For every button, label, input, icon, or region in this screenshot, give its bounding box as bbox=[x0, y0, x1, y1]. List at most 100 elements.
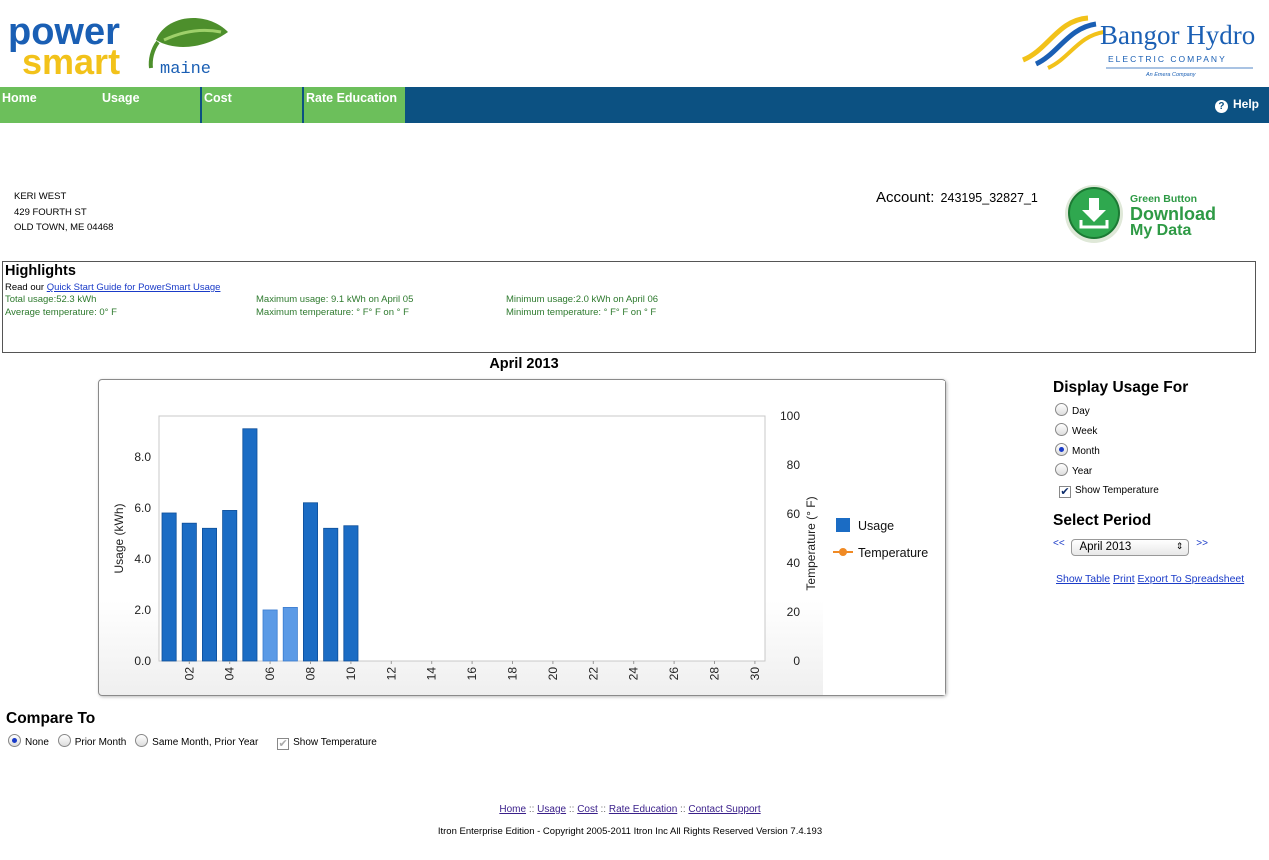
highlights-panel: Highlights Read our Quick Start Guide fo… bbox=[2, 261, 1256, 353]
prev-period-button[interactable]: << bbox=[1053, 538, 1065, 549]
radio-week-label: Week bbox=[1072, 426, 1098, 437]
radio-week-control[interactable] bbox=[1055, 423, 1068, 436]
footer-link-contact-support[interactable]: Contact Support bbox=[688, 804, 761, 815]
x-tick-label: 30 bbox=[748, 667, 762, 681]
show-temperature-checkbox[interactable]: ✔ bbox=[1059, 486, 1071, 498]
customer-address-line2: OLD TOWN, ME 04468 bbox=[14, 222, 114, 233]
nav-tab-cost[interactable]: Cost bbox=[202, 87, 302, 123]
radio-month[interactable]: Month bbox=[1055, 443, 1100, 457]
compare-show-temperature[interactable]: ✔ Show Temperature bbox=[277, 737, 377, 750]
help-link[interactable]: ? Help bbox=[1214, 97, 1259, 113]
compare-prior-month[interactable]: Prior Month bbox=[57, 734, 127, 748]
compare-show-temperature-label: Show Temperature bbox=[293, 737, 377, 748]
main-nav: Home Usage Cost Rate Education ? Help bbox=[0, 87, 1269, 123]
usage-bar bbox=[181, 522, 197, 662]
usage-bar bbox=[242, 428, 258, 662]
x-tick-label: 16 bbox=[465, 667, 479, 681]
compare-none-radio[interactable] bbox=[8, 734, 21, 747]
green-button-download[interactable]: Green Button Download My Data bbox=[1064, 182, 1224, 250]
account-info: Account: 243195_32827_1 bbox=[876, 189, 1038, 206]
print-link[interactable]: Print bbox=[1113, 573, 1135, 585]
compare-same-month-radio[interactable] bbox=[135, 734, 149, 747]
usage-bar bbox=[282, 607, 298, 662]
radio-day[interactable]: Day bbox=[1055, 403, 1090, 417]
x-tick-label: 04 bbox=[223, 667, 237, 681]
y2-tick-label: 40 bbox=[787, 556, 801, 570]
copyright-text: Itron Enterprise Edition - Copyright 200… bbox=[437, 826, 823, 837]
compare-prior-month-label: Prior Month bbox=[74, 737, 127, 748]
x-tick-label: 06 bbox=[263, 667, 277, 681]
footer-links: Home :: Usage :: Cost :: Rate Education … bbox=[0, 804, 1260, 815]
radio-year-label: Year bbox=[1072, 466, 1093, 477]
radio-year-control[interactable] bbox=[1055, 463, 1068, 476]
green-button-line2: Download bbox=[1130, 204, 1216, 224]
legend-area bbox=[823, 381, 945, 695]
logo-word-power: power bbox=[8, 11, 120, 53]
logo-word-maine: maine bbox=[160, 60, 211, 79]
highlights-title: Highlights bbox=[5, 263, 76, 279]
usage-bar bbox=[202, 527, 218, 662]
y-axis-label: Usage (kWh) bbox=[112, 503, 126, 573]
x-tick-label: 02 bbox=[182, 667, 196, 681]
customer-address-line1: 429 FOURTH ST bbox=[14, 206, 87, 218]
table-links: Show Table Print Export To Spreadsheet bbox=[1056, 573, 1244, 585]
y2-tick-label: 0 bbox=[793, 654, 800, 668]
footer-separator: :: bbox=[600, 804, 607, 815]
logo-word-smart: smart bbox=[22, 41, 120, 82]
radio-year[interactable]: Year bbox=[1055, 463, 1092, 477]
nav-tab-home[interactable]: Home bbox=[0, 87, 100, 123]
radio-day-control[interactable] bbox=[1055, 403, 1068, 416]
radio-month-control[interactable] bbox=[1055, 443, 1068, 456]
logo-bangor-name: Bangor Hydro bbox=[1100, 20, 1255, 50]
green-button-line1: Green Button bbox=[1130, 193, 1197, 205]
x-tick-label: 10 bbox=[344, 667, 358, 681]
usage-bar bbox=[302, 502, 318, 662]
x-tick-label: 22 bbox=[586, 667, 600, 681]
period-dropdown[interactable]: April 2013 ⇕ bbox=[1071, 539, 1190, 556]
nav-tab-rate-education[interactable]: Rate Education bbox=[304, 87, 405, 123]
footer-separator: :: bbox=[568, 804, 575, 815]
dropdown-caret-icon: ⇕ bbox=[1175, 541, 1184, 551]
export-spreadsheet-link[interactable]: Export To Spreadsheet bbox=[1137, 573, 1245, 585]
min-usage: Minimum usage:2.0 kWh on April 06 bbox=[506, 294, 659, 305]
legend-temperature-marker bbox=[839, 548, 847, 556]
max-usage: Maximum usage: 9.1 kWh on April 05 bbox=[256, 294, 414, 305]
download-arrow-icon bbox=[1079, 198, 1109, 229]
y2-tick-label: 20 bbox=[787, 605, 801, 619]
help-label: Help bbox=[1232, 97, 1259, 111]
footer-link-rate-education[interactable]: Rate Education bbox=[608, 804, 678, 815]
avg-temperature: Average temperature: 0° F bbox=[5, 307, 117, 318]
highlights-read-line: Read our Quick Start Guide for PowerSmar… bbox=[5, 282, 220, 293]
footer-separator: :: bbox=[528, 804, 535, 815]
next-period-button[interactable]: >> bbox=[1196, 538, 1208, 549]
x-tick-label: 08 bbox=[304, 667, 318, 681]
plot-area bbox=[158, 415, 766, 662]
chart-title: April 2013 bbox=[489, 356, 559, 372]
y-tick-label: 0.0 bbox=[134, 654, 151, 668]
compare-none[interactable]: None bbox=[8, 734, 49, 748]
x-tick-label: 14 bbox=[425, 667, 439, 681]
footer-link-home[interactable]: Home bbox=[499, 804, 527, 815]
compare-to-title: Compare To bbox=[6, 710, 96, 727]
y2-axis-label: Temperature (° F) bbox=[804, 496, 818, 590]
radio-day-label: Day bbox=[1072, 406, 1090, 417]
compare-same-month-label: Same Month, Prior Year bbox=[152, 737, 259, 748]
usage-bar bbox=[262, 609, 278, 662]
compare-same-month-prior-year[interactable]: Same Month, Prior Year bbox=[135, 734, 259, 748]
x-tick-label: 24 bbox=[627, 667, 641, 681]
footer-link-usage[interactable]: Usage bbox=[537, 804, 567, 815]
show-temperature-toggle[interactable]: ✔ Show Temperature bbox=[1059, 485, 1159, 498]
logo-bangor-subtitle: ELECTRIC COMPANY bbox=[1108, 54, 1227, 64]
compare-show-temperature-checkbox[interactable]: ✔ bbox=[277, 738, 290, 750]
footer-link-cost[interactable]: Cost bbox=[577, 804, 598, 815]
nav-tab-usage[interactable]: Usage bbox=[100, 87, 200, 123]
usage-bar bbox=[222, 510, 238, 662]
y2-tick-label: 100 bbox=[780, 409, 800, 423]
footer-separator: :: bbox=[680, 804, 686, 815]
radio-week[interactable]: Week bbox=[1055, 423, 1097, 437]
quick-start-guide-link[interactable]: Quick Start Guide for PowerSmart Usage bbox=[46, 282, 221, 293]
compare-prior-month-radio[interactable] bbox=[57, 734, 71, 747]
show-table-link[interactable]: Show Table bbox=[1056, 573, 1111, 585]
usage-bar bbox=[161, 512, 177, 662]
